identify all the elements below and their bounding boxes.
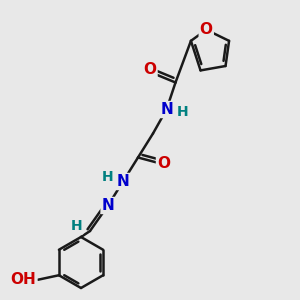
Text: N: N [117, 174, 129, 189]
Text: O: O [200, 22, 213, 37]
Text: N: N [160, 102, 173, 117]
Text: O: O [143, 62, 157, 77]
Text: H: H [177, 106, 189, 119]
Text: OH: OH [11, 272, 36, 287]
Text: O: O [157, 156, 170, 171]
Text: H: H [71, 220, 82, 233]
Text: N: N [102, 198, 114, 213]
Text: H: H [102, 170, 114, 184]
